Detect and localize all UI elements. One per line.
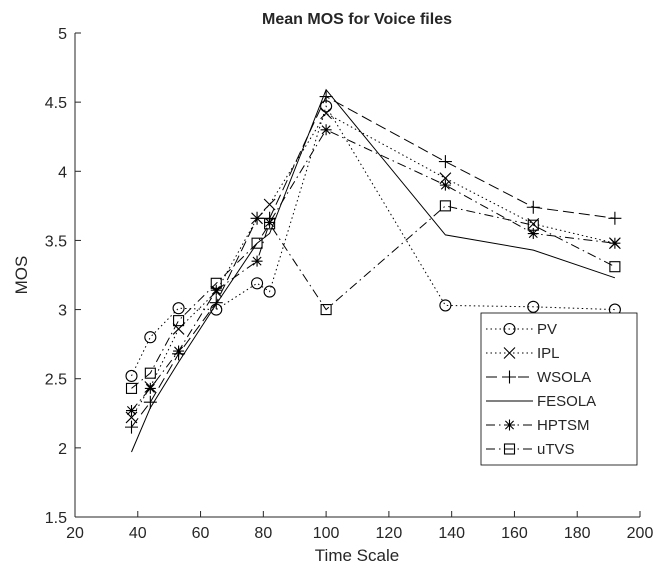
y-tick-label: 4	[58, 164, 67, 181]
data-point-utvs	[144, 367, 156, 379]
legend-items: PV IPL WSOLA FESOLA HPTSM uTVS	[486, 321, 596, 458]
data-point-hptsm	[320, 124, 332, 136]
series-line-fesola	[131, 88, 616, 453]
x-tick-label: 20	[66, 525, 84, 542]
legend-label: IPL	[537, 345, 560, 362]
data-point-utvs	[210, 277, 222, 289]
legend-label: PV	[537, 321, 557, 338]
legend-item-ipl: IPL	[486, 345, 560, 362]
legend-item-pv: PV	[486, 321, 557, 338]
data-point-hptsm	[527, 228, 539, 240]
legend-swatch-marker	[503, 322, 516, 336]
data-point-utvs	[251, 237, 263, 249]
legend-box	[480, 312, 638, 466]
data-point-ipl	[263, 198, 276, 211]
legend-label: uTVS	[537, 441, 575, 458]
y-tick-label: 5	[58, 26, 67, 43]
series-line-pv	[131, 105, 615, 377]
x-tick-label: 140	[438, 525, 465, 542]
data-point-utvs	[527, 219, 539, 231]
data-point-hptsm	[439, 179, 451, 191]
data-point-pv	[527, 300, 540, 313]
data-point-utvs	[264, 218, 276, 230]
data-point-wsola	[438, 155, 452, 169]
data-point-pv	[251, 277, 264, 290]
data-point-utvs	[609, 261, 621, 273]
data-point-hptsm	[173, 345, 185, 357]
legend-label: WSOLA	[537, 369, 591, 386]
x-tick-label: 100	[313, 525, 340, 542]
legend-item-fesola: FESOLA	[486, 393, 596, 410]
axes: 20 40 60 80 100 120 140 160 180 200 1.5 2 2.5 3 3.5 4 4.…	[45, 26, 654, 542]
data-point-pv	[172, 302, 185, 315]
x-tick-label: 40	[129, 525, 147, 542]
legend-swatch-marker	[504, 419, 515, 431]
data-point-pv	[125, 369, 138, 382]
x-axis-label: Time Scale	[315, 546, 399, 565]
legend-label: FESOLA	[537, 393, 596, 410]
y-axis-label: MOS	[12, 256, 31, 295]
data-point-utvs	[173, 315, 185, 327]
legend-item-utvs: uTVS	[486, 441, 575, 458]
data-point-pv	[263, 285, 276, 298]
data-point-wsola	[319, 90, 333, 104]
data-point-wsola	[143, 395, 157, 409]
x-tick-label: 180	[564, 525, 591, 542]
legend-swatch-marker	[503, 443, 516, 455]
series-line-hptsm	[131, 129, 615, 411]
legend-swatch-marker	[503, 347, 516, 359]
data-point-ipl	[320, 107, 332, 120]
y-tick-label: 3	[58, 303, 67, 320]
series-line-ipl	[131, 112, 616, 418]
chart-title: Mean MOS for Voice files	[262, 11, 452, 28]
data-point-hptsm	[264, 216, 276, 228]
legend: PV IPL WSOLA FESOLA HPTSM uTVS	[480, 312, 638, 466]
y-tick-label: 3.5	[45, 233, 67, 250]
data-point-utvs	[439, 200, 451, 212]
data-point-pv	[439, 299, 452, 312]
x-tick-label: 80	[254, 525, 272, 542]
x-tick-label: 60	[192, 525, 210, 542]
data-point-wsola	[608, 211, 622, 225]
y-tick-label: 2.5	[45, 372, 67, 389]
data-point-hptsm	[144, 382, 156, 394]
series-layer	[125, 88, 622, 453]
data-point-wsola	[209, 296, 223, 310]
data-point-utvs	[320, 304, 332, 316]
series-line-utvs	[131, 205, 616, 389]
y-tick-label: 2	[58, 441, 67, 458]
y-tick-label: 1.5	[45, 510, 67, 527]
data-point-wsola	[250, 211, 264, 225]
data-point-hptsm	[126, 405, 137, 417]
data-point-utvs	[125, 382, 138, 394]
legend-swatch-marker	[503, 370, 516, 384]
data-point-hptsm	[251, 255, 263, 267]
data-point-pv	[144, 331, 157, 344]
y-tick-label: 4.5	[45, 95, 67, 112]
x-tick-label: 200	[627, 525, 654, 542]
legend-item-hptsm: HPTSM	[486, 417, 590, 434]
legend-label: HPTSM	[537, 417, 590, 434]
x-tick-label: 120	[376, 525, 403, 542]
legend-item-wsola: WSOLA	[486, 369, 591, 386]
data-point-wsola	[526, 200, 540, 214]
data-point-hptsm	[609, 237, 621, 249]
series-fesola	[131, 88, 616, 453]
data-point-hptsm	[210, 284, 222, 296]
data-point-wsola	[125, 420, 138, 434]
x-tick-label: 160	[501, 525, 528, 542]
series-hptsm	[126, 124, 621, 417]
series-utvs	[125, 200, 621, 394]
